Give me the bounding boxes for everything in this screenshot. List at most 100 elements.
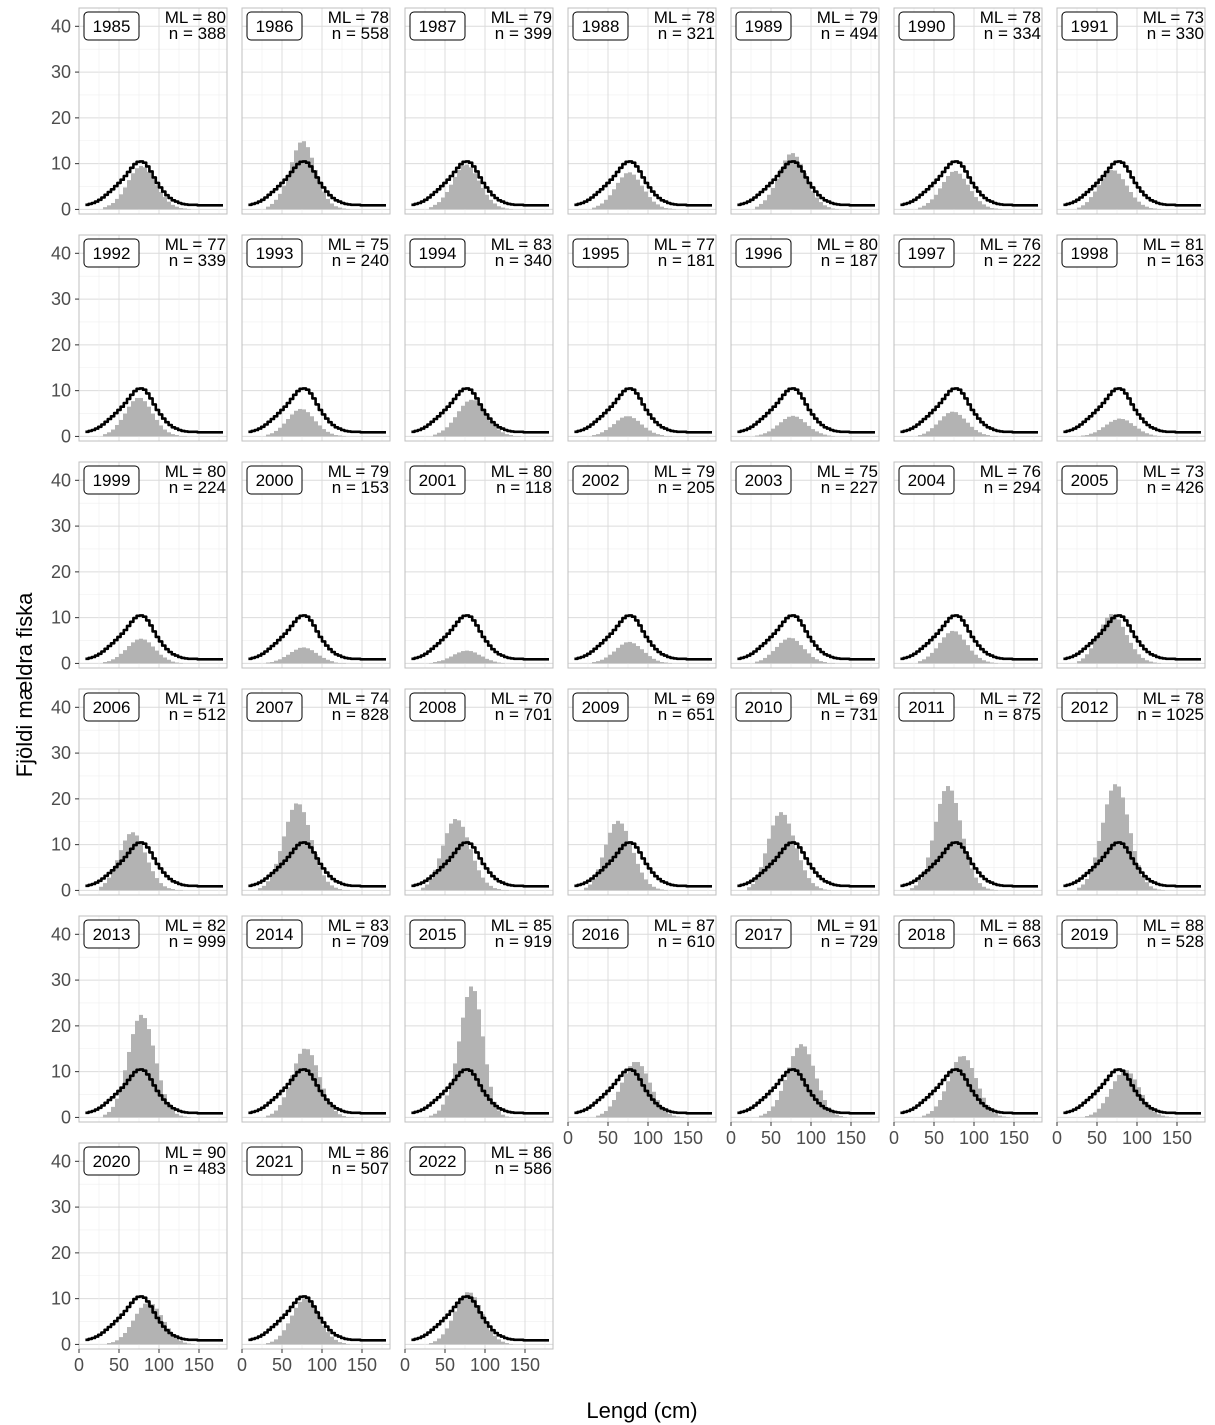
histogram-bar bbox=[469, 651, 473, 664]
x-tick-label: 0 bbox=[1052, 1128, 1062, 1148]
panel-2018: 2018 ML = 88n = 663 0 50 100 150 bbox=[889, 915, 1043, 1148]
histogram-bar bbox=[815, 197, 819, 210]
histogram-bar bbox=[167, 432, 171, 437]
year-label-frame bbox=[572, 238, 629, 268]
histogram-bar bbox=[1121, 179, 1125, 210]
histogram-bar bbox=[179, 1115, 183, 1118]
mean-length-label: ML = 88 bbox=[1143, 916, 1204, 935]
histogram-bar bbox=[103, 662, 107, 664]
histogram-bars bbox=[755, 415, 835, 437]
histogram-bar bbox=[461, 165, 465, 210]
histogram-bar bbox=[119, 1337, 123, 1345]
histogram-bar bbox=[791, 638, 795, 664]
histogram-bar bbox=[791, 1056, 795, 1118]
histogram-bar bbox=[159, 1315, 163, 1345]
histogram-bar bbox=[978, 883, 982, 891]
year-label: 2000 bbox=[256, 471, 294, 490]
y-tick-label: 40 bbox=[51, 16, 71, 36]
histogram-bar bbox=[612, 651, 616, 664]
histogram-bar bbox=[143, 639, 147, 664]
year-label: 2015 bbox=[419, 925, 457, 944]
histogram-bar bbox=[151, 646, 155, 664]
histogram-bar bbox=[302, 1298, 306, 1345]
panel-background bbox=[731, 235, 879, 441]
year-label-box: 1997 bbox=[898, 238, 955, 268]
histogram-bar bbox=[1105, 1096, 1109, 1118]
histogram-bar bbox=[946, 786, 950, 891]
histogram-bar bbox=[334, 887, 338, 891]
histogram-bar bbox=[1109, 613, 1113, 664]
mean-length-label: ML = 78 bbox=[1143, 689, 1204, 708]
x-axis: 0 50 100 150 bbox=[889, 1122, 1029, 1148]
histogram-bar bbox=[314, 1310, 318, 1345]
histogram-bar bbox=[286, 654, 290, 664]
histogram-bar bbox=[155, 185, 159, 210]
year-label-frame bbox=[83, 465, 140, 495]
histogram-bar bbox=[986, 888, 990, 891]
histogram-bar bbox=[298, 408, 302, 437]
mean-length-label: ML = 87 bbox=[654, 916, 715, 935]
histogram-bar bbox=[473, 860, 477, 891]
histogram-bar bbox=[274, 1339, 278, 1345]
histogram-bar bbox=[990, 889, 994, 891]
sample-size-label: n = 1025 bbox=[1137, 705, 1204, 724]
mean-length-label: ML = 88 bbox=[980, 916, 1041, 935]
histogram-bar bbox=[473, 400, 477, 437]
histogram-bar bbox=[441, 1104, 445, 1118]
histogram-bar bbox=[823, 662, 827, 664]
histogram-bar bbox=[111, 659, 115, 664]
x-axis: 0 50 100 150 bbox=[563, 1122, 703, 1148]
reference-step-line bbox=[411, 1295, 549, 1342]
histogram-bar bbox=[1141, 875, 1145, 891]
panel-border bbox=[404, 234, 554, 442]
histogram-bar bbox=[139, 638, 143, 664]
year-label: 1985 bbox=[93, 17, 131, 36]
histogram-bar bbox=[107, 877, 111, 891]
reference-step-line bbox=[574, 614, 712, 661]
histogram-bar bbox=[139, 1307, 143, 1345]
mean-length-label: ML = 76 bbox=[980, 235, 1041, 254]
histogram-bar bbox=[970, 191, 974, 210]
panel-border bbox=[78, 1142, 228, 1350]
histogram-bar bbox=[783, 160, 787, 210]
histogram-bar bbox=[1153, 435, 1157, 437]
histogram-bar bbox=[648, 430, 652, 437]
histogram-bar bbox=[135, 397, 139, 437]
histogram-bar bbox=[962, 838, 966, 891]
histogram-bar bbox=[668, 208, 672, 210]
reference-step-line bbox=[900, 1068, 1038, 1115]
histogram-bar bbox=[596, 869, 600, 891]
histogram-bar bbox=[656, 660, 660, 664]
histogram-bar bbox=[497, 206, 501, 210]
y-tick-label: 30 bbox=[51, 62, 71, 82]
panel-border bbox=[1056, 234, 1206, 442]
histogram-bar bbox=[795, 416, 799, 437]
x-tick-label: 0 bbox=[563, 1128, 573, 1148]
y-tick-label: 20 bbox=[51, 335, 71, 355]
histogram-bar bbox=[1117, 786, 1121, 891]
histogram-bar bbox=[835, 1114, 839, 1118]
panel-background bbox=[405, 689, 553, 895]
histogram-bar bbox=[791, 153, 795, 210]
year-label: 2005 bbox=[1071, 471, 1109, 490]
histogram-bar bbox=[298, 1301, 302, 1345]
year-label-box: 1994 bbox=[409, 238, 466, 268]
histogram-bar bbox=[119, 419, 123, 437]
reference-step-line bbox=[1063, 160, 1201, 207]
year-label-frame bbox=[246, 238, 303, 268]
histogram-bar bbox=[290, 1075, 294, 1118]
histogram-bar bbox=[501, 432, 505, 437]
histogram-bar bbox=[942, 791, 946, 891]
y-tick-label: 0 bbox=[61, 880, 71, 900]
histogram-bar bbox=[616, 647, 620, 664]
histogram-bar bbox=[839, 1116, 843, 1118]
histogram-bar bbox=[652, 201, 656, 210]
panel-grid bbox=[241, 235, 390, 441]
histogram-bar bbox=[310, 1055, 314, 1118]
histogram-bar bbox=[779, 422, 783, 437]
reference-step-line bbox=[411, 1068, 549, 1115]
year-label-box: 2021 bbox=[246, 1146, 303, 1176]
sample-size-label: n = 731 bbox=[821, 705, 878, 724]
histogram-bar bbox=[290, 414, 294, 437]
